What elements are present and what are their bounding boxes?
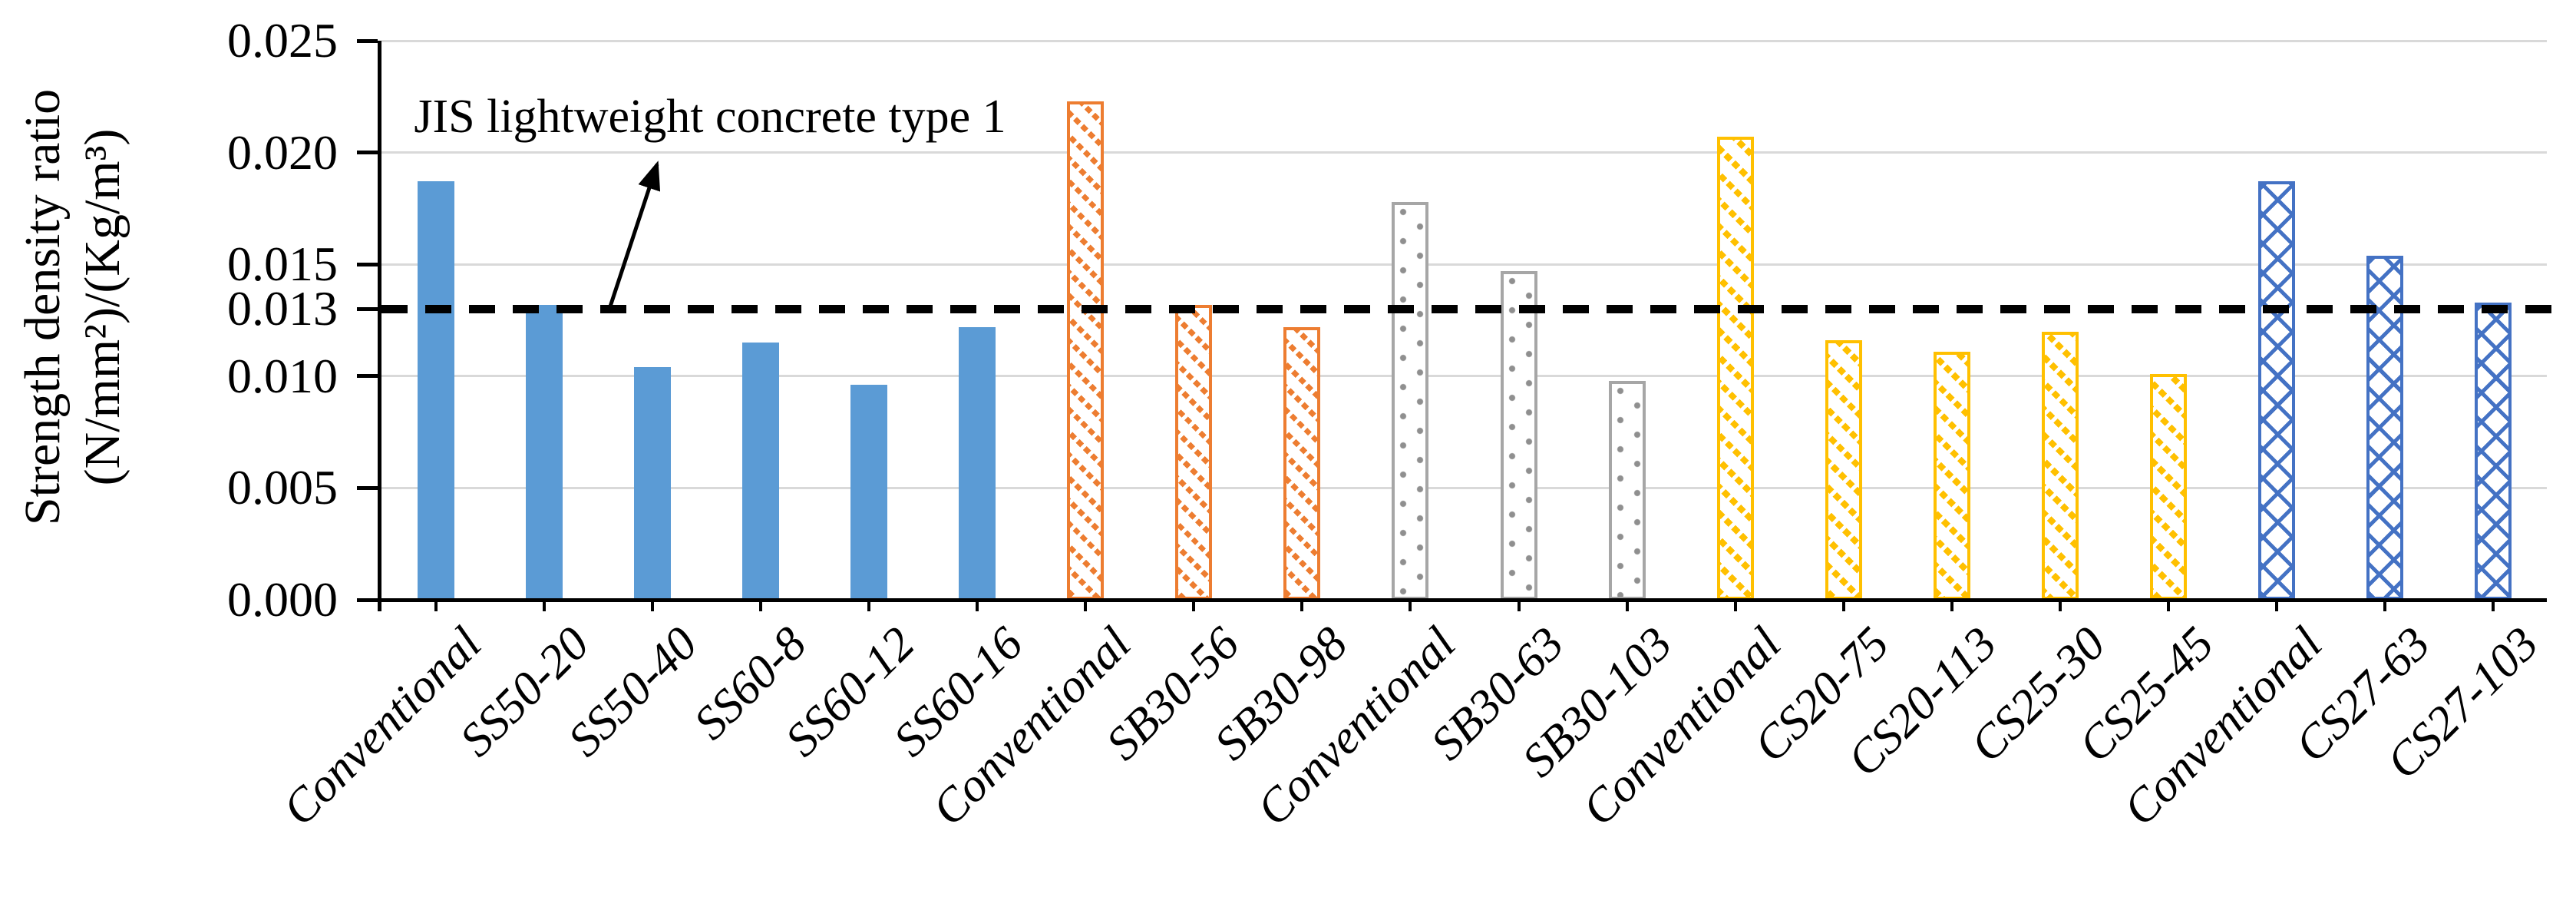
y-tick-label: 0.010 <box>227 348 338 403</box>
bar-CS27-63 <box>2366 255 2403 600</box>
y-axis-tick <box>357 374 378 379</box>
x-axis-tick <box>543 600 547 611</box>
bar-SB30-56 <box>1175 304 1213 600</box>
x-axis-tick <box>1733 600 1737 611</box>
y-axis-tick <box>357 485 378 490</box>
gridline <box>381 151 2547 154</box>
bar-SS50-20 <box>526 304 563 600</box>
y-tick-label: 0.020 <box>227 124 338 180</box>
x-axis-tick <box>1300 600 1304 611</box>
bar-SB30-98 <box>1283 326 1321 600</box>
bar-CS20-75 <box>1825 340 1862 600</box>
x-axis-tick <box>1517 600 1521 611</box>
bar-CS20-113 <box>1933 351 1970 600</box>
x-axis-tick <box>2274 600 2278 611</box>
x-axis-tick <box>759 600 763 611</box>
x-axis-line <box>378 598 2547 602</box>
x-axis-tick <box>1409 600 1412 611</box>
x-axis-tick <box>2166 600 2170 611</box>
x-axis-tick <box>2383 600 2386 611</box>
bar-CS25-30 <box>2041 331 2079 600</box>
x-axis-tick <box>2058 600 2062 611</box>
x-axis-tick <box>1950 600 1953 611</box>
bar-SB30-63 <box>1500 270 1537 600</box>
x-axis-tick <box>651 600 655 611</box>
gridline <box>381 486 2547 489</box>
gridline <box>381 375 2547 378</box>
bar-CS25-45 <box>2149 373 2187 600</box>
bar-SS60-12 <box>850 385 888 600</box>
bar-SS60-16 <box>959 326 996 600</box>
x-axis-tick <box>1841 600 1845 611</box>
bar-Conventional <box>2257 181 2295 600</box>
y-axis-tick <box>357 262 378 266</box>
bar-Conventional <box>418 181 454 600</box>
bar-Conventional <box>1392 201 1429 600</box>
x-axis-tick <box>976 600 979 611</box>
y-tick-label: 0.005 <box>227 460 338 515</box>
x-axis-tick <box>2491 600 2495 611</box>
bar-Conventional <box>1067 101 1105 600</box>
x-axis-tick <box>434 600 438 611</box>
y-axis-tick <box>357 38 378 43</box>
y-axis-tick <box>357 597 378 602</box>
x-axis-tick <box>1625 600 1629 611</box>
gridline <box>381 39 2547 42</box>
bar-CS27-103 <box>2474 302 2512 600</box>
bar-SS50-40 <box>634 367 672 600</box>
x-axis-tick <box>1192 600 1196 611</box>
reference-dashed-line <box>381 304 2561 313</box>
gridline <box>381 263 2547 266</box>
reference-line-label: JIS lightweight concrete type 1 <box>414 91 1006 143</box>
bar-SS60-8 <box>742 343 780 600</box>
y-axis-tick <box>357 151 378 155</box>
y-tick-label: 0.013 <box>227 281 338 336</box>
bar-SB30-103 <box>1608 380 1646 600</box>
y-tick-label: 0.000 <box>227 572 338 627</box>
y-axis-spine <box>378 41 381 611</box>
bar-Conventional <box>1716 137 1754 600</box>
y-axis-tick <box>357 306 378 311</box>
y-tick-label: 0.015 <box>227 237 338 292</box>
x-axis-tick <box>867 600 871 611</box>
x-axis-tick <box>1084 600 1088 611</box>
y-tick-label: 0.025 <box>227 13 338 68</box>
